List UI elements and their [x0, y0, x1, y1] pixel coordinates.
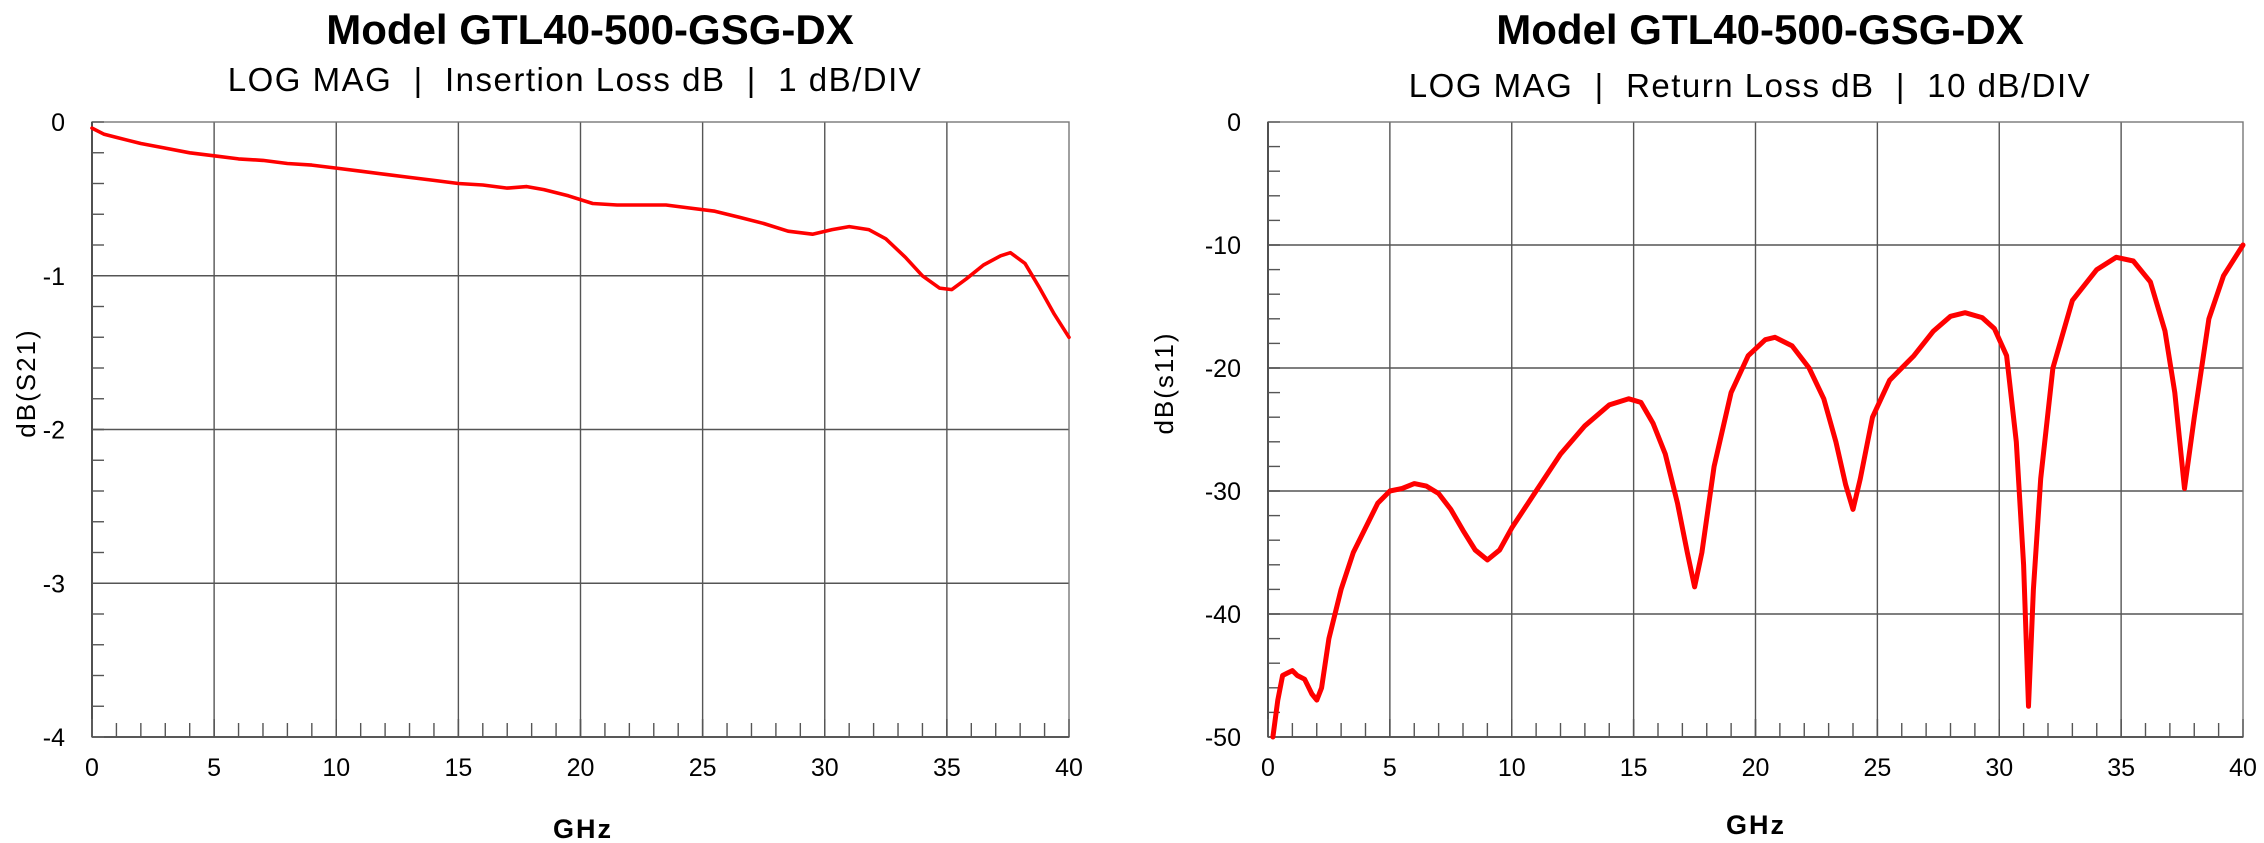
plot-area: 0 5 10 15 20 25 30 35 40 0 -1 -2 -3 -4 — [43, 109, 1083, 782]
y-tick-label: 0 — [51, 109, 65, 137]
y-tick-label: -3 — [43, 570, 65, 598]
x-tick-label: 10 — [1498, 754, 1526, 782]
data-series-line — [90, 126, 1071, 340]
x-axis-label: GHz — [553, 814, 613, 843]
y-tick-label: -4 — [43, 724, 65, 752]
x-axis-label: GHz — [1726, 810, 1786, 840]
x-tick-label: 0 — [85, 754, 99, 782]
y-tick-label: -10 — [1205, 232, 1241, 260]
y-tick-label: -30 — [1205, 478, 1241, 506]
return-loss-chart: Model GTL40-500-GSG-DX LOG MAG | Return … — [1149, 6, 2257, 840]
data-series-line — [1270, 242, 2246, 740]
x-tick-label: 35 — [933, 754, 961, 782]
y-axis-label: dB(s11) — [1149, 331, 1179, 434]
x-tick-label: 5 — [207, 754, 221, 782]
y-tick-label: -1 — [43, 263, 65, 291]
y-axis-label: dB(S21) — [11, 328, 41, 437]
x-tick-label: 30 — [811, 754, 839, 782]
x-tick-label: 25 — [689, 754, 717, 782]
chart-title: Model GTL40-500-GSG-DX — [1496, 6, 2023, 53]
x-tick-label: 10 — [322, 754, 350, 782]
x-tick-label: 30 — [1985, 754, 2013, 782]
y-tick-label: -40 — [1205, 601, 1241, 629]
chart-title: Model GTL40-500-GSG-DX — [326, 6, 853, 53]
x-tick-label: 15 — [1620, 754, 1648, 782]
x-tick-label: 40 — [2229, 754, 2257, 782]
plot-area: 0 5 10 15 20 25 30 35 40 0 -10 -20 -30 -40 -50 — [1205, 109, 2257, 782]
x-tick-label: 15 — [444, 754, 472, 782]
x-tick-label: 35 — [2107, 754, 2135, 782]
x-tick-label: 20 — [567, 754, 595, 782]
y-tick-label: -20 — [1205, 355, 1241, 383]
y-tick-label: -50 — [1205, 724, 1241, 752]
x-tick-label: 40 — [1055, 754, 1083, 782]
x-tick-label: 0 — [1261, 754, 1275, 782]
insertion-loss-chart: Model GTL40-500-GSG-DX LOG MAG | Inserti… — [11, 6, 1083, 843]
x-tick-label: 25 — [1863, 754, 1891, 782]
y-tick-label: 0 — [1227, 109, 1241, 137]
y-tick-label: -2 — [43, 417, 65, 445]
x-tick-label: 5 — [1383, 754, 1397, 782]
chart-subtitle: LOG MAG | Return Loss dB | 10 dB/DIV — [1409, 67, 2091, 104]
chart-subtitle: LOG MAG | Insertion Loss dB | 1 dB/DIV — [228, 61, 923, 98]
x-tick-label: 20 — [1742, 754, 1770, 782]
